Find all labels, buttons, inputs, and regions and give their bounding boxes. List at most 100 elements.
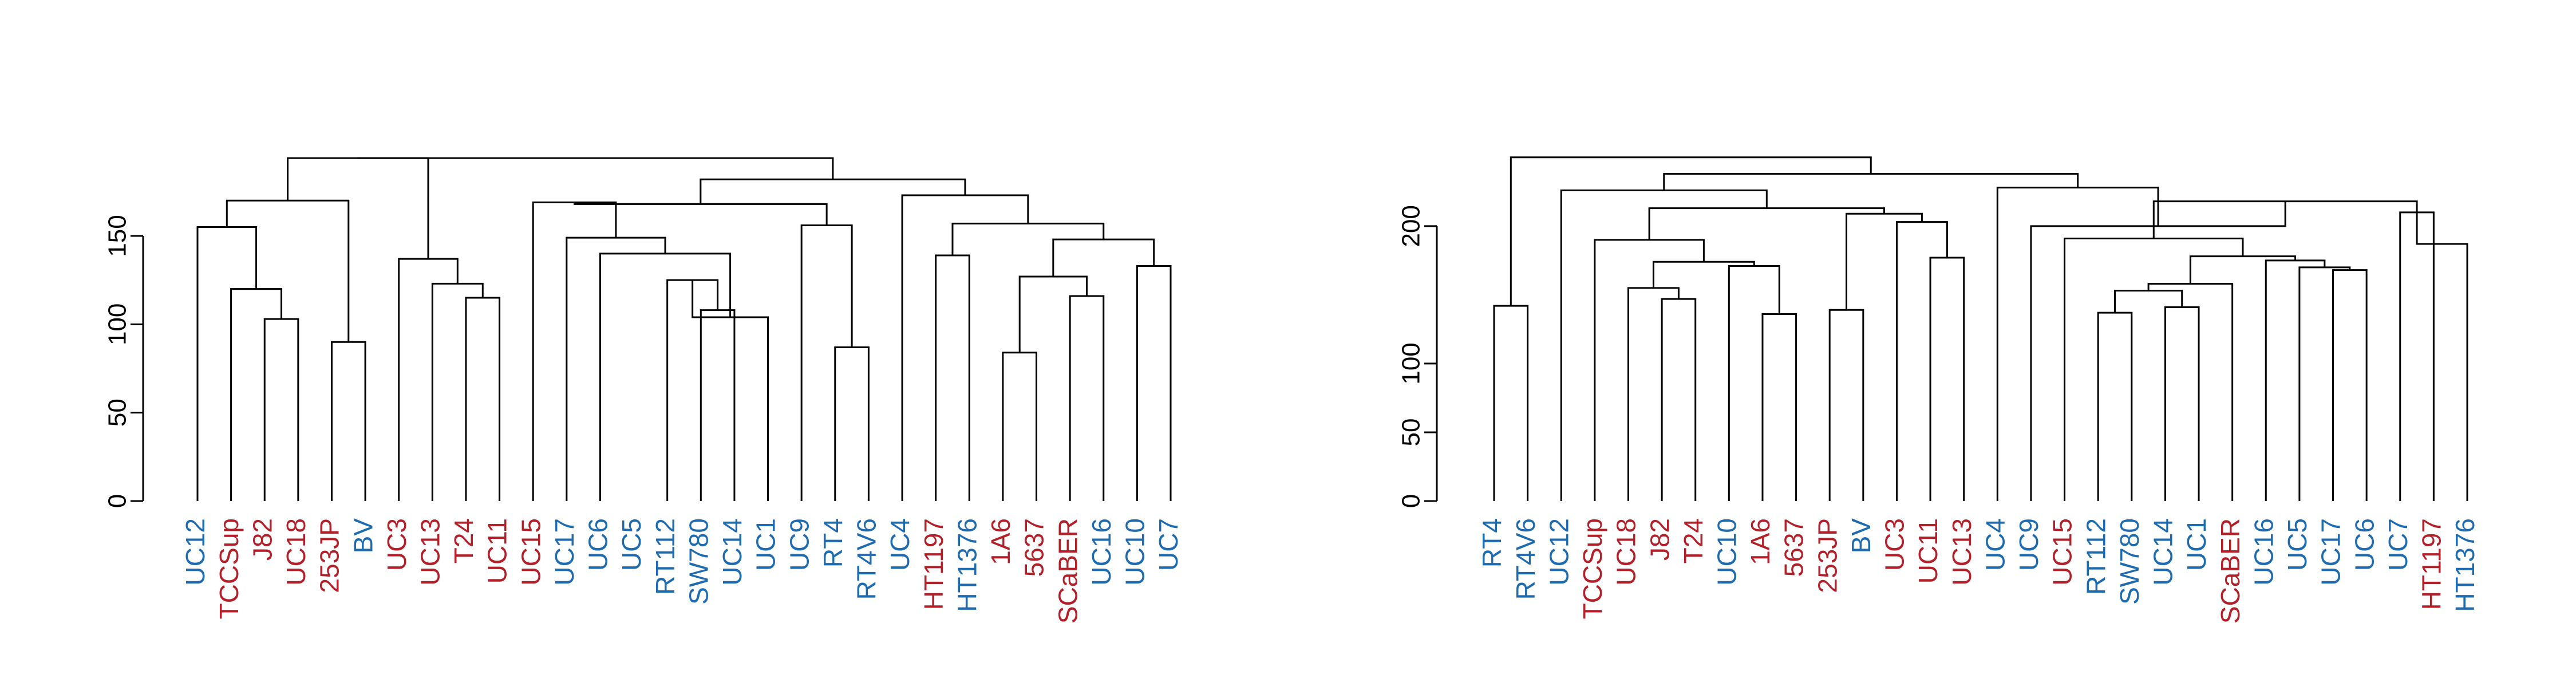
dendrogram-link — [800, 224, 853, 501]
leaf-label: UC6 — [2349, 518, 2379, 571]
leaf-label: 253JP — [1812, 518, 1842, 593]
dendrogram-link — [901, 194, 1029, 501]
leaf-label: UC18 — [281, 518, 311, 586]
leaf-label: HT1197 — [919, 518, 949, 610]
leaf-label: 1A6 — [986, 518, 1016, 565]
leaf-label: J82 — [1645, 518, 1674, 561]
dendrogram-link — [1069, 295, 1105, 501]
leaf-label: UC11 — [483, 518, 512, 583]
leaf-label: HT1376 — [2450, 518, 2480, 612]
y-tick-label: 200 — [1397, 205, 1425, 247]
leaf-label: SCaBER — [2215, 518, 2245, 624]
dendrogram-link — [1661, 298, 1697, 501]
dendrogram-link — [1929, 257, 1965, 501]
leaf-label: UC9 — [2014, 518, 2044, 571]
leaf-label: UC15 — [516, 518, 546, 586]
leaf-label: UC9 — [784, 518, 814, 571]
dendrogram-link — [196, 226, 258, 501]
leaf-label: UC10 — [1120, 518, 1150, 586]
dendrogram-link — [330, 341, 366, 501]
dendrogram-link — [2097, 312, 2133, 501]
leaf-label: UC1 — [751, 518, 781, 571]
dendrogram-link — [2265, 259, 2326, 501]
leaf-label: T24 — [449, 518, 479, 563]
dendrogram-link — [263, 318, 299, 501]
leaf-label: UC10 — [1712, 518, 1742, 586]
dendrogram-link — [1728, 265, 1780, 501]
leaf-label: UC5 — [2282, 518, 2312, 571]
leaf-label: UC14 — [717, 518, 747, 586]
leaf-label: 5637 — [1020, 518, 1049, 577]
leaf-label: UC16 — [2249, 518, 2278, 586]
dendrogram-link — [1510, 156, 1872, 306]
dendrogram-link — [287, 157, 429, 259]
leaf-label: BV — [1846, 518, 1876, 554]
y-tick-label: 100 — [1397, 342, 1425, 384]
dendrogram-link — [1828, 309, 1864, 501]
dendrogram-link — [2298, 266, 2351, 501]
dendrogram-link — [935, 254, 970, 501]
leaf-label: UC12 — [180, 518, 210, 586]
leaf-label: SW780 — [2115, 518, 2144, 605]
leaf-label: UC1 — [2182, 518, 2211, 571]
leaf-label: UC18 — [1611, 518, 1641, 586]
dendrogram-link — [700, 309, 736, 501]
leaf-label: J82 — [247, 518, 277, 561]
dendrogram-link — [1627, 287, 1680, 501]
leaf-label: UC16 — [1086, 518, 1116, 586]
leaf-label: TCCSup — [214, 518, 244, 619]
dendrogram-link — [666, 279, 719, 501]
y-tick-label: 50 — [104, 399, 132, 427]
leaf-label: UC7 — [2383, 518, 2413, 571]
leaf-label: UC15 — [2048, 518, 2077, 586]
y-tick-label: 150 — [104, 215, 132, 257]
dendrogram-link — [465, 297, 501, 501]
leaf-label: UC3 — [382, 518, 412, 571]
dendrogram-link — [1052, 238, 1155, 277]
dendrogram-link — [2332, 269, 2368, 501]
dendrogram-link — [700, 178, 966, 204]
leaf-label: UC17 — [2316, 518, 2346, 586]
dendrogram-link — [2113, 290, 2183, 313]
dendrogram-link — [2164, 306, 2200, 501]
dendrogram-link — [2064, 237, 2244, 501]
y-tick-label: 50 — [1397, 418, 1425, 446]
leaf-label: 5637 — [1779, 518, 1809, 577]
dendrogram-link — [2189, 255, 2297, 284]
leaf-label: SCaBER — [1053, 518, 1082, 624]
dendrogram-link — [2030, 201, 2286, 501]
dendrogram-link — [1761, 313, 1797, 501]
dendrogram-link — [230, 288, 283, 501]
leaf-label: RT4V6 — [1511, 518, 1540, 600]
dendrogram-link — [566, 236, 666, 501]
dendrogram-link — [358, 157, 834, 180]
leaf-label: UC3 — [1880, 518, 1910, 571]
leaf-label: UC7 — [1153, 518, 1183, 571]
leaf-label: UC13 — [1947, 518, 1977, 586]
leaf-label: RT4 — [818, 518, 848, 567]
dendrogram-link — [1560, 189, 1768, 501]
dendrogram-link — [2416, 212, 2468, 501]
dendrogram-link — [1652, 261, 1755, 288]
leaf-label: UC6 — [583, 518, 613, 571]
leaf-label: HT1376 — [952, 518, 982, 612]
leaf-label: RT4V6 — [852, 518, 882, 600]
dendrogram-link — [1002, 352, 1038, 501]
dendrogram-link — [532, 201, 617, 501]
leaf-label: UC11 — [1913, 518, 1943, 583]
leaf-label: TCCSup — [1578, 518, 1607, 619]
dendrogram-link — [692, 280, 769, 501]
leaf-label: RT4 — [1477, 518, 1507, 567]
leaf-label: HT1197 — [2417, 518, 2447, 610]
dendrogram-link — [951, 222, 1105, 255]
y-tick-label: 100 — [104, 303, 132, 345]
leaf-label: UC17 — [550, 518, 579, 586]
left-dendrogram: 0 50 100 150 UC12 TCCSup J82 UC18 253JP BV UC3 UC13… — [104, 157, 1183, 624]
dendrogram-link — [599, 253, 732, 501]
dendrogram-link — [1136, 265, 1172, 501]
dendrogram-link — [1493, 305, 1529, 501]
y-tick-label: 0 — [104, 494, 132, 508]
dendrogram-link — [2399, 211, 2435, 501]
